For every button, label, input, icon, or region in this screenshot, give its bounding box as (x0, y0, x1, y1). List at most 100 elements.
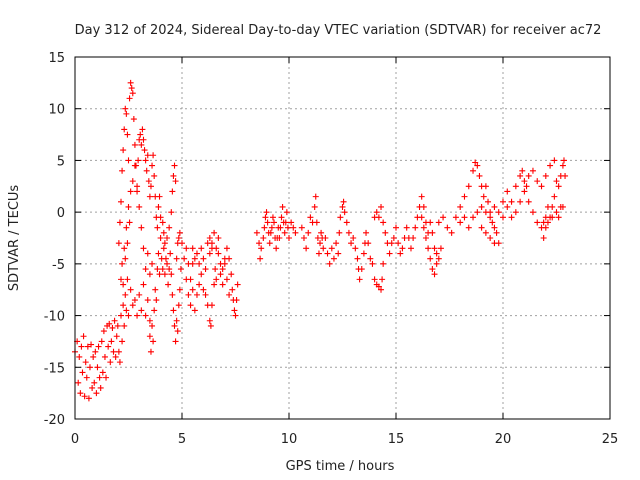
data-point (164, 235, 171, 241)
data-point (125, 203, 132, 210)
data-point (118, 312, 125, 319)
x-axis-label: GPS time / hours (286, 459, 395, 474)
data-point (512, 183, 519, 190)
data-point (233, 297, 240, 304)
data-point (345, 229, 352, 236)
data-point (170, 307, 177, 314)
data-point (97, 384, 104, 391)
data-point (208, 240, 215, 247)
data-point (126, 95, 133, 102)
data-point (112, 353, 119, 360)
data-point (173, 255, 180, 262)
data-point (281, 229, 288, 236)
data-point (206, 250, 213, 257)
x-tick-label: 20 (495, 432, 512, 447)
data-point (215, 235, 222, 241)
data-point (120, 281, 127, 288)
data-point (120, 147, 127, 154)
data-point (105, 343, 112, 350)
data-point (121, 245, 128, 252)
data-point (95, 343, 102, 350)
data-point (478, 224, 485, 231)
data-point (335, 250, 342, 257)
data-point (343, 219, 350, 226)
data-point (81, 393, 88, 400)
data-point (279, 203, 286, 210)
x-tick-label: 5 (178, 432, 186, 447)
data-point (472, 159, 479, 166)
data-point (183, 276, 190, 283)
data-point (189, 286, 196, 293)
data-point (146, 271, 153, 278)
data-point (435, 255, 442, 262)
data-point (159, 219, 166, 226)
data-point (529, 167, 536, 174)
data-point (79, 369, 86, 376)
data-point (433, 250, 440, 257)
data-point (517, 172, 524, 179)
data-point (429, 266, 436, 273)
data-point (193, 291, 200, 298)
y-tick-label: -20 (44, 413, 65, 428)
data-point (118, 198, 125, 205)
data-point (269, 214, 276, 221)
data-point (553, 178, 560, 185)
data-point (128, 85, 135, 92)
data-point (166, 224, 173, 231)
data-point (562, 172, 569, 179)
data-point (94, 364, 101, 371)
data-point (465, 183, 472, 190)
data-point (116, 219, 123, 226)
data-point (350, 235, 357, 241)
data-point (157, 235, 164, 241)
data-point (482, 229, 489, 236)
data-point (508, 214, 515, 221)
data-point (155, 250, 162, 257)
data-point (379, 276, 386, 283)
data-point (149, 162, 156, 169)
data-point (555, 183, 562, 190)
data-point (76, 353, 83, 360)
data-point (193, 250, 200, 257)
data-point (191, 307, 198, 314)
data-point (487, 214, 494, 221)
data-point (544, 219, 551, 226)
y-tick-label: -15 (44, 361, 65, 376)
data-point (183, 245, 190, 252)
data-point (121, 322, 128, 329)
data-point (549, 214, 556, 221)
data-point (100, 328, 107, 335)
x-tick-label: 15 (388, 432, 405, 447)
data-point (485, 198, 492, 205)
data-point (129, 302, 136, 309)
data-point (388, 240, 395, 247)
data-point (470, 214, 477, 221)
data-point (292, 229, 299, 236)
data-point (157, 214, 164, 221)
data-point (395, 240, 402, 247)
data-point (474, 209, 481, 216)
data-point (138, 141, 145, 148)
data-point (257, 255, 264, 262)
data-point (403, 224, 410, 231)
data-point (410, 235, 417, 241)
data-point (93, 390, 100, 397)
data-point (298, 224, 305, 231)
data-point (119, 167, 126, 174)
data-point (156, 271, 163, 278)
data-point (119, 338, 126, 345)
data-point (375, 283, 382, 290)
data-point (476, 172, 483, 179)
data-point (482, 209, 489, 216)
data-point (290, 224, 297, 231)
data-point (375, 214, 382, 221)
data-point (138, 307, 145, 314)
data-point (146, 333, 153, 340)
data-point (211, 281, 218, 288)
data-point (330, 255, 337, 262)
data-point (219, 281, 226, 288)
data-point (80, 333, 87, 340)
data-point (525, 172, 532, 179)
data-point (176, 286, 183, 293)
data-point (435, 219, 442, 226)
